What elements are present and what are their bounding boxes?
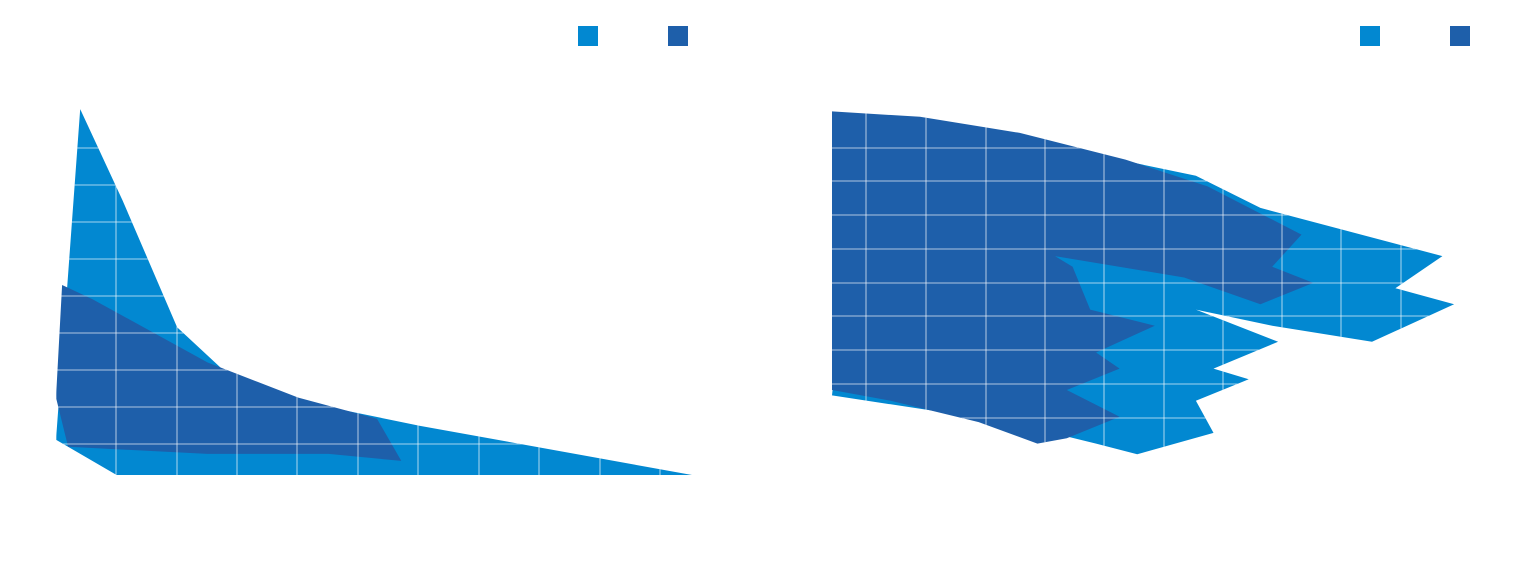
legend-swatch-series-b [668,26,688,46]
chart-panel-right [768,0,1536,579]
left-plot-areas [56,109,692,475]
area-series-b [56,285,402,461]
right-plot-areas [832,111,1455,455]
left-legend [578,26,688,46]
legend-swatch-series-a [578,26,598,46]
right-legend [1360,26,1470,46]
legend-swatch-series-b [1450,26,1470,46]
area-chart-left [56,26,692,475]
legend-swatch-series-a [1360,26,1380,46]
area-series-b [832,111,1314,444]
chart-panel-left [56,26,692,475]
area-chart-right [832,26,1470,455]
